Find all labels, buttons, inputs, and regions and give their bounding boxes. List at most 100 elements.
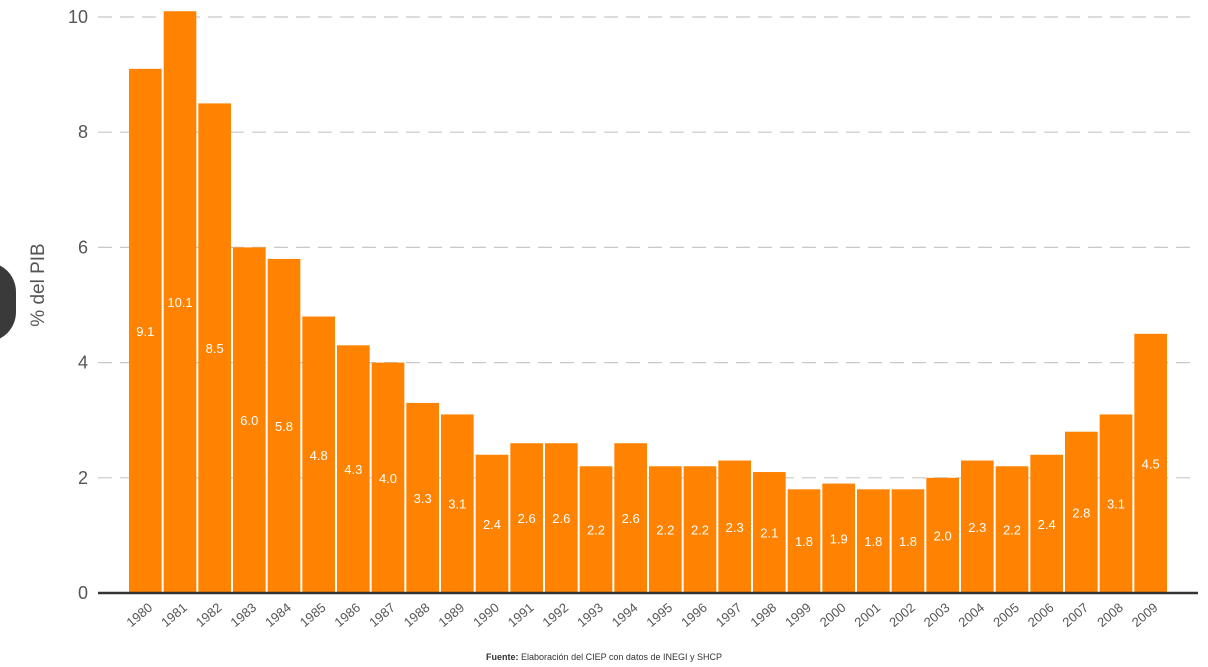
bar-1984 — [267, 258, 301, 593]
x-tick-label: 2008 — [1094, 600, 1126, 630]
data-label-1989: 3.1 — [448, 497, 466, 512]
data-label-2002: 1.8 — [899, 534, 917, 549]
data-label-1995: 2.2 — [656, 523, 674, 538]
bar-1985 — [302, 316, 335, 593]
bar-1992 — [545, 443, 578, 593]
bar-2001 — [857, 489, 890, 593]
x-tick-label: 2003 — [921, 600, 953, 630]
data-label-2004: 2.3 — [968, 520, 986, 535]
data-label-1983: 6.0 — [240, 413, 258, 428]
bar-2000 — [822, 483, 855, 593]
bar-1991 — [510, 443, 543, 593]
data-label-1987: 4.0 — [379, 471, 397, 486]
y-tick-label: 10 — [68, 7, 88, 27]
data-label-2001: 1.8 — [864, 534, 882, 549]
bar-1997 — [718, 460, 751, 593]
bar-1993 — [579, 466, 613, 593]
bar-2006 — [1030, 454, 1063, 593]
x-tick-label: 1989 — [435, 600, 467, 630]
bar-1999 — [787, 489, 821, 593]
data-label-2000: 1.9 — [830, 531, 848, 546]
data-label-1998: 2.1 — [760, 526, 778, 541]
bar-2009 — [1134, 333, 1167, 593]
x-tick-label: 1992 — [539, 600, 571, 630]
bar-2008 — [1099, 414, 1133, 593]
y-axis-label: % del PIB — [28, 243, 49, 326]
data-label-1996: 2.2 — [691, 523, 709, 538]
data-label-2009: 4.5 — [1142, 456, 1160, 471]
x-tick-label: 1988 — [401, 600, 433, 630]
y-tick-label: 0 — [78, 583, 88, 603]
x-tick-label: 1982 — [193, 600, 225, 630]
x-tick-label: 1987 — [366, 600, 398, 630]
data-label-1980: 9.1 — [136, 324, 154, 339]
bar-1990 — [475, 454, 509, 593]
bar-2005 — [995, 466, 1029, 593]
x-tick-label: 1983 — [227, 600, 259, 630]
bar-1982 — [198, 103, 231, 594]
data-label-2003: 2.0 — [934, 528, 952, 543]
bar-1994 — [614, 443, 647, 593]
bars — [129, 11, 1167, 594]
x-tick-label: 2009 — [1129, 600, 1161, 630]
x-tick-label: 1996 — [678, 600, 710, 630]
y-tick-label: 6 — [78, 237, 88, 257]
edge-decoration — [0, 262, 16, 342]
x-tick-label: 1986 — [331, 600, 363, 630]
data-label-1981: 10.1 — [167, 295, 192, 310]
bar-2003 — [926, 477, 959, 593]
y-tick-label: 4 — [78, 353, 88, 373]
source-text: Elaboración del CIEP con datos de INEGI … — [521, 652, 722, 662]
x-tick-label: 1993 — [574, 600, 606, 630]
x-tick-label: 1997 — [713, 600, 745, 630]
x-tick-label: 1985 — [297, 600, 329, 630]
y-axis-ticks: 0 2 4 6 8 10 — [68, 7, 88, 603]
x-tick-label: 2005 — [990, 600, 1022, 630]
y-tick-label: 2 — [78, 468, 88, 488]
data-label-1992: 2.6 — [552, 511, 570, 526]
data-label-1994: 2.6 — [622, 511, 640, 526]
data-label-1999: 1.8 — [795, 534, 813, 549]
data-label-2007: 2.8 — [1072, 505, 1090, 520]
x-tick-label: 2006 — [1025, 600, 1057, 630]
bar-1980 — [129, 68, 162, 594]
x-tick-label: 2001 — [851, 600, 883, 630]
x-tick-label: 2000 — [817, 600, 849, 630]
data-label-1993: 2.2 — [587, 523, 605, 538]
data-label-2005: 2.2 — [1003, 523, 1021, 538]
y-tick-label: 8 — [78, 122, 88, 142]
x-tick-label: 1980 — [123, 600, 155, 630]
bar-1986 — [337, 345, 370, 593]
x-tick-label: 1984 — [262, 600, 294, 630]
data-label-2006: 2.4 — [1038, 517, 1056, 532]
data-label-1988: 3.3 — [414, 491, 432, 506]
x-tick-label: 2002 — [886, 600, 918, 630]
bar-2004 — [961, 460, 994, 593]
data-label-1982: 8.5 — [206, 341, 224, 356]
source-label: Fuente: — [486, 652, 519, 662]
data-label-1984: 5.8 — [275, 419, 293, 434]
x-tick-label: 1999 — [782, 600, 814, 630]
bar-1983 — [233, 247, 266, 593]
source-note: Fuente: Elaboración del CIEP con datos d… — [0, 652, 1208, 662]
bar-1996 — [683, 466, 717, 593]
bar-1981 — [163, 11, 197, 594]
x-tick-label: 2007 — [1059, 600, 1091, 630]
x-tick-label: 1991 — [505, 600, 537, 630]
x-tick-label: 1994 — [609, 600, 641, 630]
bar-1998 — [753, 472, 786, 593]
data-labels: 9.1 10.1 8.5 6.0 5.8 4.8 4.3 4.0 3.3 3.1 2.4 2.6 2.6… — [136, 295, 1159, 549]
data-label-1997: 2.3 — [726, 520, 744, 535]
bar-1987 — [371, 362, 405, 593]
x-tick-label: 1981 — [158, 600, 190, 630]
x-tick-label: 1998 — [747, 600, 779, 630]
x-axis-ticks: 1980 1981 1982 1983 1984 1985 1986 1987 1988 1989… — [123, 600, 1160, 630]
data-label-1986: 4.3 — [344, 462, 362, 477]
bar-1995 — [649, 466, 682, 593]
bar-1988 — [406, 402, 439, 593]
data-label-1985: 4.8 — [310, 448, 328, 463]
x-tick-label: 2004 — [955, 600, 987, 630]
data-label-1990: 2.4 — [483, 517, 501, 532]
x-tick-label: 1990 — [470, 600, 502, 630]
